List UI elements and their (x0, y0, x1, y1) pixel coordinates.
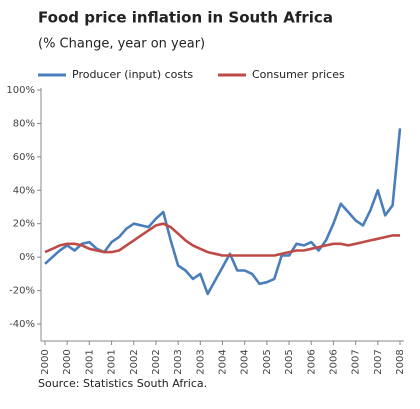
source-note: Source: Statistics South Africa. (38, 377, 207, 390)
x-tick-label: 2003 (173, 349, 184, 374)
x-tick-label: 2002 (151, 349, 162, 374)
x-tick-label: 2006 (328, 349, 339, 374)
x-tick-label: 2001 (107, 349, 118, 374)
y-tick-label: 100% (6, 85, 35, 96)
x-tick-label: 2004 (218, 349, 229, 374)
legend-label: Consumer prices (252, 68, 345, 81)
y-tick-label: 20% (13, 219, 35, 230)
x-tick-label: 2001 (84, 349, 95, 374)
series-line (44, 222, 400, 257)
x-tick-label: 2003 (195, 349, 206, 374)
x-tick-label: 2005 (284, 349, 295, 374)
x-tick-label: 2000 (40, 349, 51, 374)
x-tick-label: 2004 (240, 349, 251, 374)
legend-label: Producer (input) costs (72, 68, 193, 81)
x-tick-label: 2005 (262, 349, 273, 374)
chart-title: Food price inflation in South Africa (38, 9, 333, 27)
x-tick-label: 2007 (351, 349, 362, 374)
y-tick-label: -20% (9, 286, 35, 297)
y-tick-label: 40% (13, 185, 35, 196)
x-tick-label: 2008 (395, 349, 406, 374)
y-tick-label: -40% (9, 319, 35, 330)
series-line (44, 128, 402, 296)
y-tick-label: 0% (19, 252, 35, 263)
x-tick-label: 2006 (306, 349, 317, 374)
x-tick-label: 2007 (373, 349, 384, 374)
y-tick-label: 60% (13, 152, 35, 163)
x-tick-label: 2002 (129, 349, 140, 374)
y-tick-label: 80% (13, 118, 35, 129)
chart-subtitle: (% Change, year on year) (38, 37, 205, 52)
x-tick-label: 2000 (62, 349, 73, 374)
